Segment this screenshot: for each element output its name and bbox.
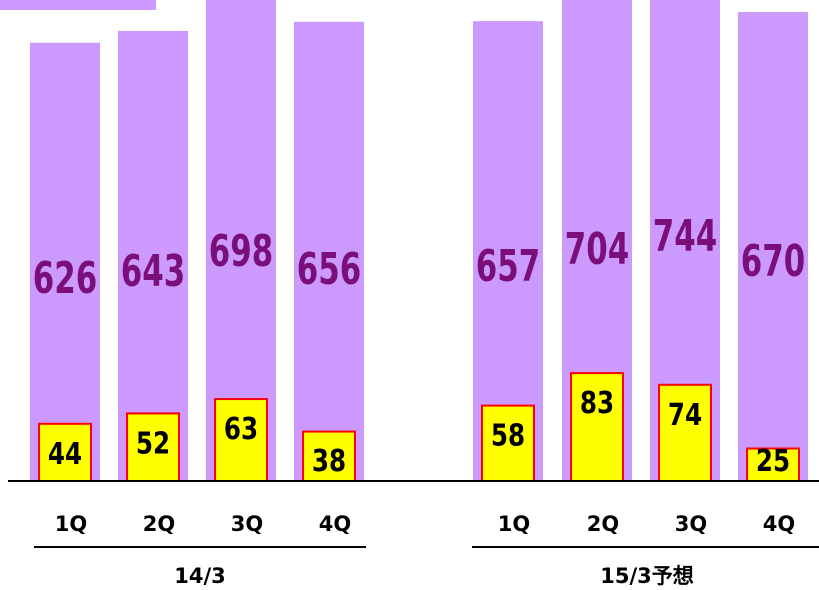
large-bar-15/3予想-1Q — [473, 21, 543, 481]
large-bar-14/3-4Q — [294, 21, 364, 482]
group-label-15-3: 15/3予想 — [600, 564, 694, 588]
small-bar-15/3予想-4Q — [746, 447, 800, 482]
large-bar-14/3-1Q — [30, 42, 100, 482]
small-bar-14/3-4Q — [302, 430, 356, 483]
large-bar-label-15/3予想-2Q: 704 — [565, 224, 629, 275]
x-tick-label-14/3-4Q: 4Q — [319, 512, 351, 536]
large-bar-14/3-2Q — [118, 30, 188, 482]
x-tick-label-14/3-3Q: 3Q — [231, 512, 263, 536]
large-bar-label-14/3-4Q: 656 — [297, 244, 361, 295]
small-bar-14/3-2Q — [126, 412, 180, 482]
small-bar-label-15/3予想-3Q: 74 — [668, 399, 702, 433]
small-bar-label-15/3予想-2Q: 83 — [580, 387, 614, 421]
large-bar-15/3予想-4Q — [738, 12, 808, 481]
small-bar-label-14/3-2Q: 52 — [136, 427, 170, 461]
small-bar-15/3予想-1Q — [481, 404, 535, 483]
x-tick-label-15/3予想-4Q: 4Q — [763, 512, 795, 536]
large-bar-label-15/3予想-3Q: 744 — [653, 211, 717, 262]
x-tick-label-14/3-2Q: 2Q — [143, 512, 175, 536]
large-series-bars — [30, 0, 808, 482]
large-bar-label-14/3-1Q: 626 — [33, 253, 97, 304]
small-bar-label-15/3予想-1Q: 58 — [491, 419, 525, 453]
small-bar-15/3予想-2Q — [570, 372, 624, 483]
large-bar-label-15/3予想-4Q: 670 — [741, 236, 805, 287]
small-bar-15/3予想-3Q — [658, 383, 712, 482]
legend-remnant — [0, 0, 156, 10]
small-series-data-labels: 44 52 63 38 58 83 74 25 — [48, 387, 790, 479]
x-tick-label-15/3予想-3Q: 3Q — [675, 512, 707, 536]
group-label-14-3: 14/3 — [174, 564, 226, 588]
large-series-data-labels: 626 643 698 656 657 704 744 670 — [33, 211, 805, 304]
small-bar-label-15/3予想-4Q: 25 — [756, 445, 790, 479]
large-bar-label-15/3予想-1Q: 657 — [476, 241, 540, 292]
x-tick-labels: 1Q 2Q 3Q 4Q 1Q 2Q 3Q 4Q — [55, 512, 795, 536]
x-tick-label-15/3予想-1Q: 1Q — [498, 512, 530, 536]
small-bar-label-14/3-3Q: 63 — [224, 413, 258, 447]
small-bar-14/3-3Q — [214, 398, 268, 483]
large-bar-label-14/3-3Q: 698 — [209, 226, 273, 277]
small-bar-label-14/3-1Q: 44 — [48, 438, 82, 472]
small-bar-label-14/3-4Q: 38 — [312, 445, 346, 479]
group-labels: 14/3 15/3予想 — [174, 564, 694, 588]
small-bar-14/3-1Q — [38, 422, 92, 482]
large-bar-label-14/3-2Q: 643 — [121, 246, 185, 297]
x-tick-label-14/3-1Q: 1Q — [55, 512, 87, 536]
small-series-bars — [38, 372, 800, 483]
x-tick-label-15/3予想-2Q: 2Q — [587, 512, 619, 536]
